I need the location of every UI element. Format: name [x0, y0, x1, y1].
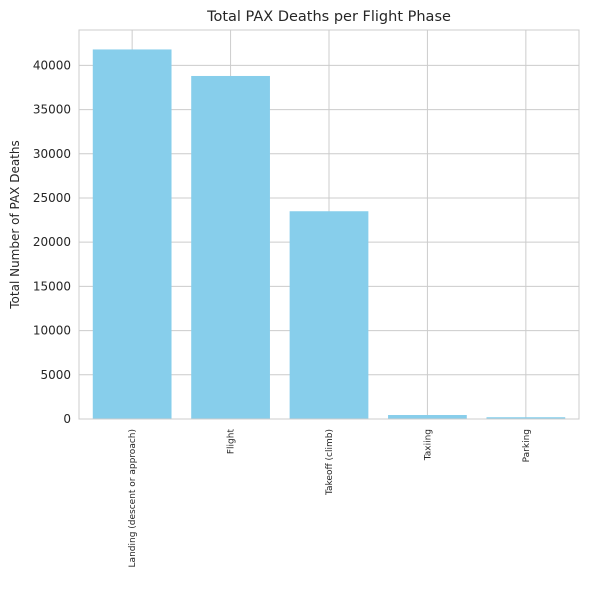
y-tick-label: 0 — [63, 412, 71, 426]
bar — [388, 415, 467, 419]
x-tick-label: Parking — [522, 429, 532, 462]
y-tick-label: 5000 — [40, 368, 71, 382]
bar — [92, 49, 172, 419]
bar — [486, 417, 566, 419]
plot-frame — [78, 29, 580, 420]
y-tick-label: 30000 — [33, 147, 71, 161]
x-tick-label: Taxiing — [423, 429, 433, 461]
x-tick-label: Takeoff (climb) — [325, 429, 335, 496]
y-tick-label: 25000 — [33, 191, 71, 205]
y-tick-label: 40000 — [33, 58, 71, 72]
y-tick-label: 20000 — [33, 235, 71, 249]
y-tick-label: 10000 — [33, 324, 71, 338]
y-tick-labels: 0 5000 10000 15000 20000 25000 30000 35000 40000 — [33, 58, 71, 426]
x-tick-label: Landing (descent or approach) — [128, 429, 138, 567]
y-axis-label: Total Number of PAX Deaths — [8, 140, 22, 310]
y-tick-label: 15000 — [33, 279, 71, 293]
bar — [191, 75, 270, 420]
x-tick-labels: Landing (descent or approach) Flight Takeo… — [128, 429, 532, 568]
y-tick-label: 35000 — [33, 103, 71, 117]
chart-title: Total PAX Deaths per Flight Phase — [206, 9, 451, 25]
bar-layer — [92, 49, 566, 420]
x-tick-label: Flight — [227, 429, 237, 455]
bar — [289, 211, 369, 419]
